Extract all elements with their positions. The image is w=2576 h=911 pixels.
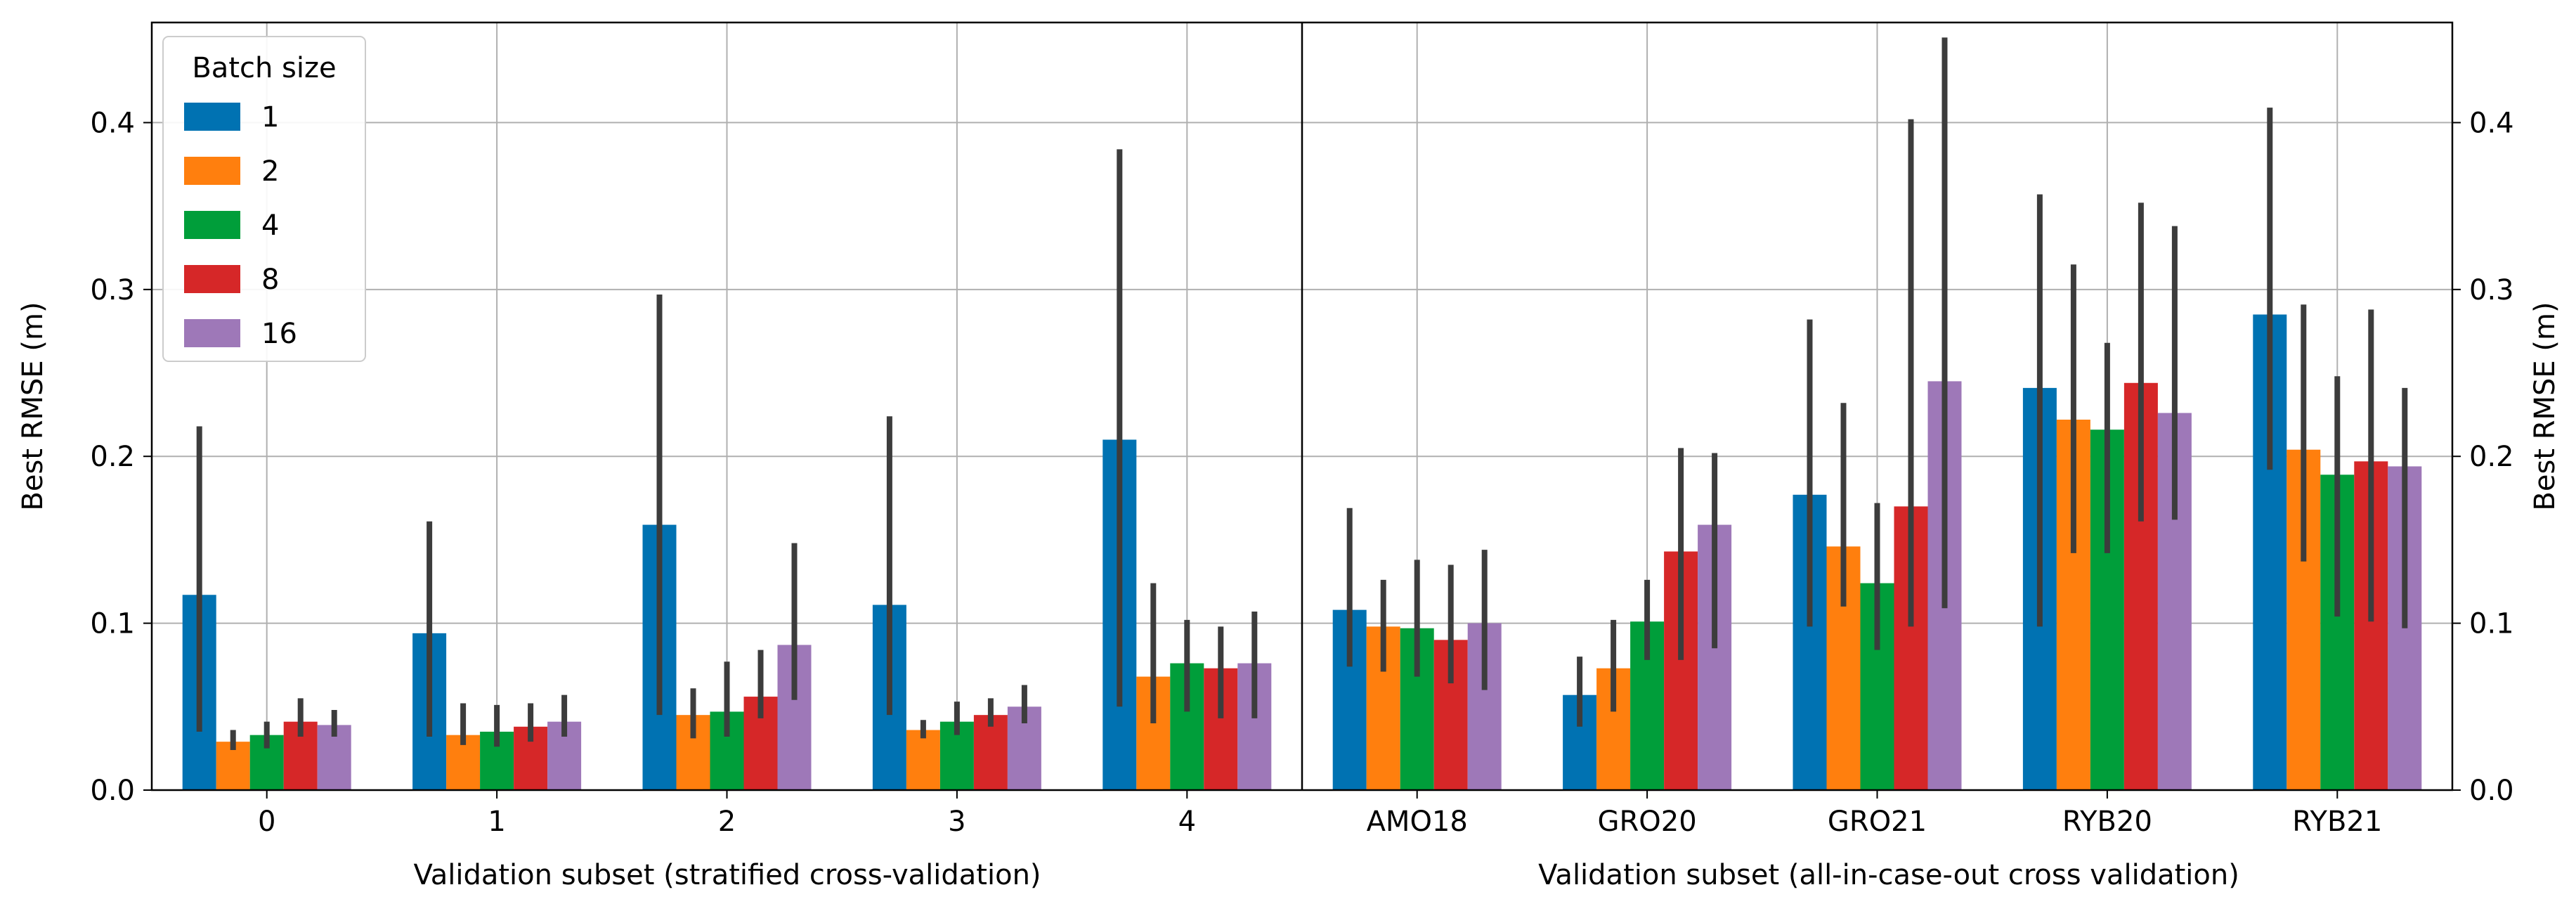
x-tick-label: RYB20 (2062, 806, 2152, 838)
x-tick-label: GRO21 (1828, 806, 1927, 838)
legend-label-bs8: 8 (261, 264, 279, 296)
x-tick-label: 2 (718, 806, 736, 838)
tick-labels: 0.0 0.0 0.1 0.1 0.2 0.2 0.3 0.3 0.4 0.4 0 1 2 3 4 AMO18… (90, 107, 2513, 838)
legend-label-bs16: 16 (261, 318, 297, 350)
legend-swatch-bs4 (184, 211, 240, 239)
legend: Batch size 1 2 4 8 16 (162, 36, 366, 362)
x-axis-title-right: Validation subset (all-in-case-out cross… (1538, 859, 2239, 891)
y-tick-label-right: 0.0 (2469, 775, 2514, 807)
legend-label-bs1: 1 (261, 101, 279, 134)
y-axis-title-left: Best RMSE (m) (17, 302, 49, 510)
bar-left-3-bs8 (973, 715, 1008, 790)
x-tick-label: 0 (258, 806, 275, 838)
error-bars (196, 37, 2408, 751)
legend-title: Batch size (192, 52, 336, 84)
y-tick-label-right: 0.1 (2469, 608, 2514, 640)
legend-swatch-bs1 (184, 103, 240, 131)
legend-swatch-bs2 (184, 157, 240, 185)
legend-swatch-bs16 (184, 319, 240, 347)
x-tick-label: RYB21 (2292, 806, 2382, 838)
y-tick-label-left: 0.1 (90, 608, 135, 640)
x-tick-label: 1 (488, 806, 505, 838)
legend-box (162, 36, 366, 362)
x-tick-label: GRO20 (1598, 806, 1697, 838)
legend-label-bs2: 2 (261, 155, 279, 188)
y-tick-label-left: 0.3 (90, 274, 135, 306)
y-axis-title-right: Best RMSE (m) (2529, 302, 2561, 510)
y-tick-label-right: 0.4 (2469, 107, 2514, 139)
legend-swatch-bs8 (184, 265, 240, 293)
y-tick-label-left: 0.2 (90, 441, 135, 473)
x-tick-label: AMO18 (1367, 806, 1468, 838)
bar-left-3-bs2 (906, 730, 940, 790)
y-tick-label-left: 0.4 (90, 107, 135, 139)
y-tick-label-right: 0.3 (2469, 274, 2514, 306)
axes-frame (143, 21, 2461, 799)
legend-entries: 1 2 4 8 16 (184, 101, 297, 350)
x-tick-label: 4 (1178, 806, 1196, 838)
y-tick-label-right: 0.2 (2469, 441, 2514, 473)
legend-label-bs4: 4 (261, 209, 279, 242)
y-tick-label-left: 0.0 (90, 775, 135, 807)
x-axis-title-left: Validation subset (stratified cross-vali… (413, 859, 1041, 891)
x-tick-label: 3 (948, 806, 965, 838)
